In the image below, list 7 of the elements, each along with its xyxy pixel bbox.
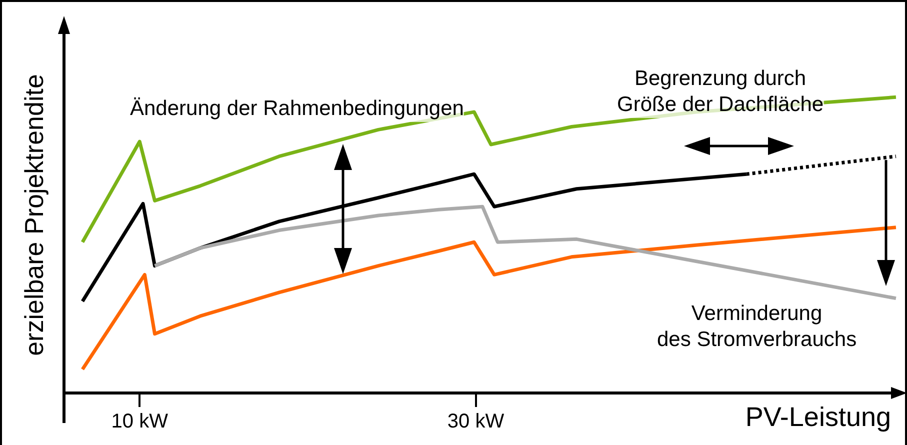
annotation: Änderung der Rahmenbedingungen [130, 96, 464, 122]
x-axis-title: PV-Leistung [745, 402, 891, 432]
y-axis-title: erzielbare Projektrendite [19, 0, 49, 435]
annotation: Begrenzung durch Größe der Dachfläche [617, 66, 824, 118]
x-tick-label: 30 kW [447, 410, 504, 433]
annotation: Verminderung des Stromverbrauchs [657, 301, 857, 353]
x-tick-label: 10 kW [111, 410, 168, 433]
